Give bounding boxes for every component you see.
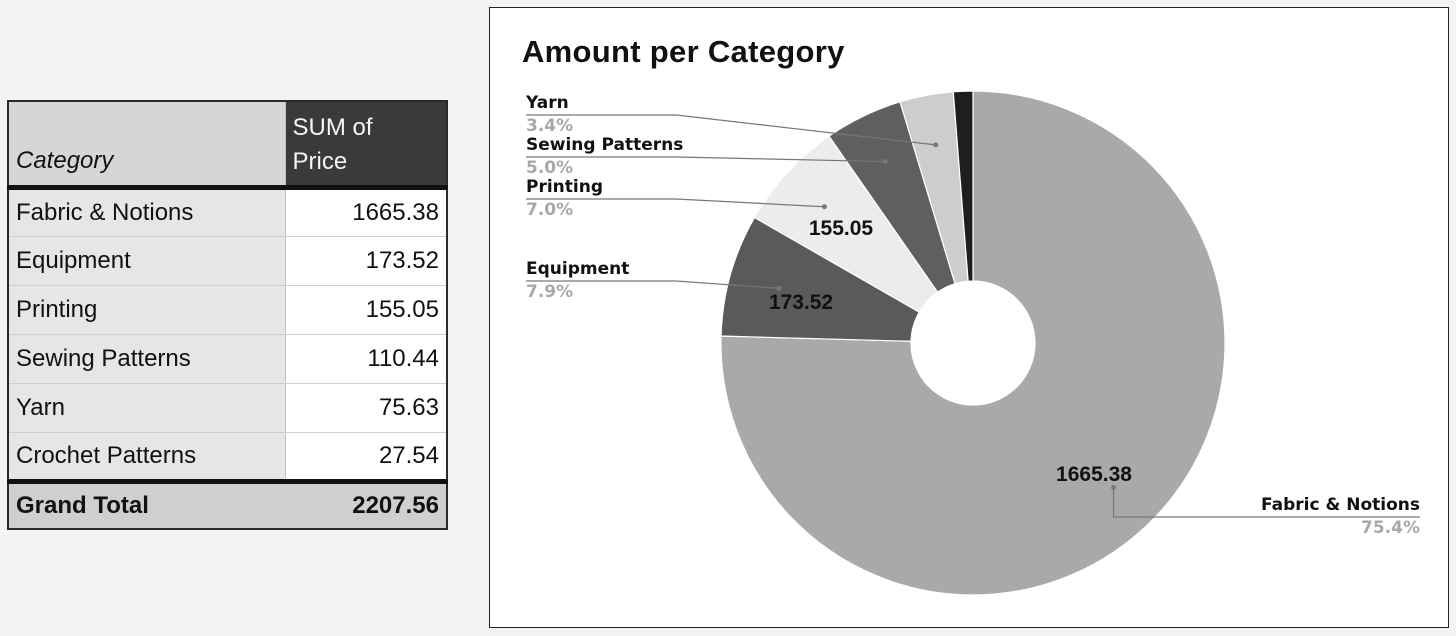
legend-name-sewing-patterns: Sewing Patterns <box>526 135 683 155</box>
row-value-cell[interactable]: 27.54 <box>378 441 439 469</box>
chart-title: Amount per Category <box>522 34 845 69</box>
row-category-cell[interactable]: Sewing Patterns <box>8 334 286 384</box>
row-value-cell[interactable]: 155.05 <box>285 285 447 335</box>
legend-name-fabric-and-notions: Fabric & Notions <box>1261 495 1420 515</box>
pie-slice-crochet-patterns[interactable] <box>952 90 974 282</box>
leader-line-printing <box>526 198 825 208</box>
sum-header-line1: SUM of <box>292 113 373 141</box>
table-row: Printing 155.05 <box>8 285 447 335</box>
table-row: Equipment 173.52 <box>8 236 447 286</box>
legend-percent-fabric-and-notions: 75.4% <box>1361 518 1420 538</box>
leader-line-sewing-patterns <box>526 156 886 163</box>
table-row: Sewing Patterns 110.44 <box>8 334 447 384</box>
leader-line-equipment <box>526 280 779 289</box>
row-category-cell[interactable]: Crochet Patterns <box>8 432 286 481</box>
pivot-table: Category SUM of Price Fabric & Notions 1… <box>7 100 448 530</box>
leader-dot-yarn <box>933 142 939 148</box>
leader-dot-equipment <box>776 285 782 291</box>
table-row: Fabric & Notions 1665.38 <box>8 187 447 237</box>
slice-value-label-fabric-and-notions: 1665.38 <box>1056 463 1132 486</box>
sum-of-price-column-header[interactable]: SUM of Price <box>285 101 447 187</box>
row-value-cell[interactable]: 1665.38 <box>285 187 447 237</box>
slice-value-label-equipment: 173.52 <box>769 291 833 314</box>
table-row: Crochet Patterns 27.54 <box>8 432 447 481</box>
grand-total-value[interactable]: 2207.56 <box>285 481 447 529</box>
leader-line-fabric-and-notions <box>1112 487 1420 518</box>
chart-panel[interactable]: Amount per Category 1665.38 173.52 155.05 F… <box>489 7 1449 628</box>
leader-dot-sewing-patterns <box>882 159 888 165</box>
table-row: Yarn 75.63 <box>8 383 447 433</box>
legend-percent-yarn: 3.4% <box>526 116 573 136</box>
pie-slice-equipment[interactable] <box>720 216 921 342</box>
row-category-cell[interactable]: Printing <box>8 285 286 335</box>
leader-line-yarn <box>526 114 936 146</box>
row-value-cell[interactable]: 173.52 <box>285 236 447 286</box>
legend-name-printing: Printing <box>526 177 603 197</box>
row-value-cell[interactable]: 110.44 <box>285 334 447 384</box>
table-header-row: Category SUM of Price <box>8 101 447 187</box>
row-category-cell[interactable]: Yarn <box>8 383 286 433</box>
pie-slice-fabric-and-notions[interactable] <box>720 90 1226 596</box>
grand-total-label[interactable]: Grand Total <box>8 481 285 529</box>
legend-percent-printing: 7.0% <box>526 200 573 220</box>
slice-value-label-printing: 155.05 <box>809 217 874 240</box>
donut-chart[interactable]: 1665.38 173.52 155.05 Fabric & Notions 75.4%… <box>490 8 1448 627</box>
leader-dot-printing <box>821 204 827 210</box>
row-category-cell[interactable]: Equipment <box>8 236 286 286</box>
grand-total-row: Grand Total 2207.56 <box>8 481 447 529</box>
sum-header-line2: Price <box>292 147 348 175</box>
row-value-cell[interactable]: 75.63 <box>285 383 447 433</box>
category-column-header[interactable]: Category <box>8 101 286 187</box>
row-category-cell[interactable]: Fabric & Notions <box>8 187 286 237</box>
legend-name-equipment: Equipment <box>526 259 629 279</box>
legend-name-yarn: Yarn <box>525 93 569 113</box>
legend-percent-equipment: 7.9% <box>526 282 573 302</box>
legend-percent-sewing-patterns: 5.0% <box>526 158 573 178</box>
leader-dot-fabric-and-notions <box>1111 485 1117 491</box>
